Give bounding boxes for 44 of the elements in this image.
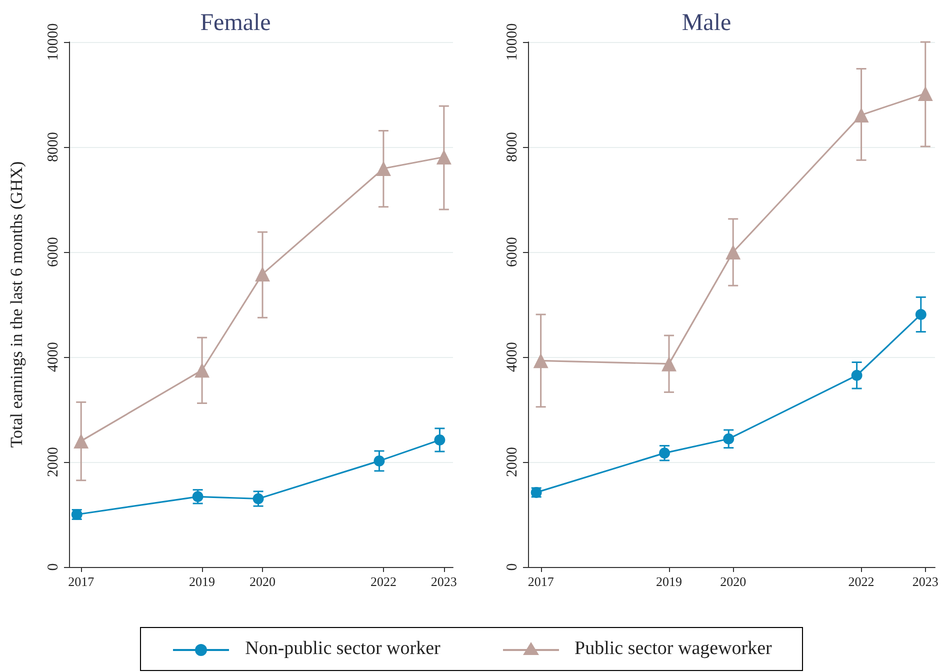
point [918,86,933,101]
point [662,356,677,372]
point [659,448,670,459]
point [436,149,452,164]
y-tick-label: 2000 [504,447,520,477]
legend-label: Non-public sector worker [245,638,440,660]
point [74,434,89,448]
point [194,362,210,378]
x-tick-label: 2019 [656,574,682,589]
point [252,493,264,504]
point [726,244,741,260]
y-axis-title: Total earnings in the last 6 months (GHX) [7,161,26,448]
x-tick-label: 2020 [720,574,746,589]
point [255,266,270,282]
y-tick-label: 0 [504,563,520,571]
y-tick-label: 8000 [504,132,520,162]
x-tick-label: 2020 [250,574,276,589]
chart-title: Female [200,10,271,36]
y-tick-label: 8000 [46,132,62,162]
x-tick-label: 2019 [189,574,216,589]
y-tick-label: 6000 [504,237,520,267]
point [854,107,869,122]
point [723,433,734,444]
chart-title: Male [682,10,732,36]
point [533,353,548,368]
point [434,434,446,446]
x-tick-label: 2022 [848,574,874,589]
y-tick-label: 0 [46,563,62,571]
x-tick-label: 2017 [68,574,95,589]
point [915,308,926,320]
legend-label: Public sector wageworker [574,638,772,660]
x-tick-label: 2023 [430,574,457,589]
x-tick-label: 2023 [912,574,938,589]
y-tick-label: 10000 [504,23,520,61]
point [376,161,391,176]
y-tick-label: 4000 [46,342,62,372]
point [851,370,862,381]
y-tick-label: 4000 [504,342,520,372]
y-tick-label: 10000 [46,23,62,61]
y-tick-label: 6000 [46,237,62,267]
y-tick-label: 2000 [46,447,62,477]
x-tick-label: 2022 [370,574,396,589]
point [374,455,385,466]
x-tick-label: 2017 [528,574,554,589]
